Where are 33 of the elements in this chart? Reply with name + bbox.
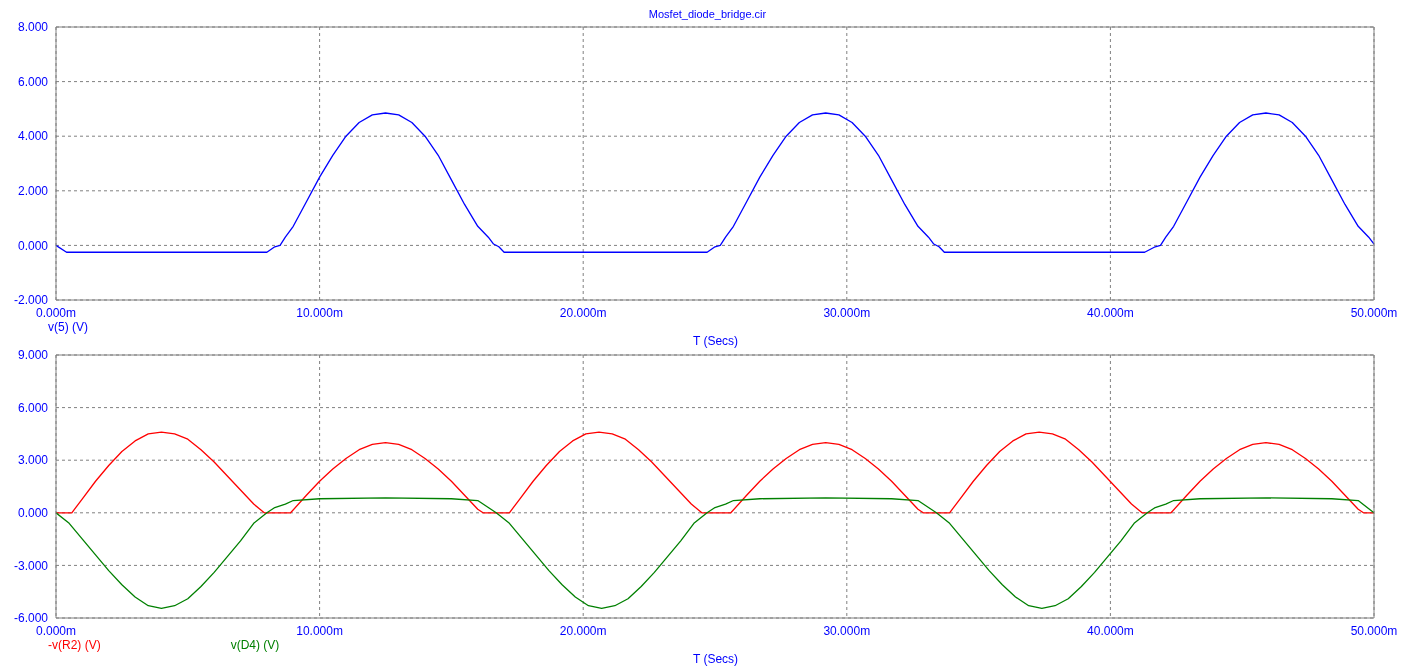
x-tick-label: 20.000m	[559, 623, 607, 638]
y-tick-label: -2.000	[13, 293, 49, 308]
x-tick-label: 0.000m	[35, 623, 77, 638]
x-axis-title: T (Secs)	[691, 652, 740, 666]
y-tick-label: 3.000	[17, 453, 49, 468]
y-tick-label: 0.000	[17, 238, 49, 253]
line-series	[56, 497, 1374, 610]
y-tick-label: 0.000	[17, 506, 49, 521]
x-tick-label: 0.000m	[35, 305, 77, 320]
y-tick-label: 8.000	[17, 20, 49, 35]
x-tick-label: 30.000m	[823, 623, 871, 638]
line-series	[56, 431, 1374, 514]
y-tick-label: -3.000	[13, 558, 49, 573]
y-tick-label: 4.000	[17, 129, 49, 144]
x-tick-label: 30.000m	[823, 305, 871, 320]
y-tick-label: 6.000	[17, 400, 49, 415]
y-tick-label: -6.000	[13, 611, 49, 626]
text: v(5) (V)	[48, 320, 88, 334]
x-tick-label: 20.000m	[559, 305, 607, 320]
x-tick-label: 10.000m	[296, 623, 343, 638]
x-axis-title: T (Secs)	[691, 334, 740, 348]
x-tick-label: 40.000m	[1087, 305, 1134, 320]
x-tick-label: 50.000m	[1350, 305, 1398, 320]
x-tick-label: 10.000m	[296, 305, 343, 320]
text: v(D4) (V)	[230, 638, 280, 652]
y-tick-label: 6.000	[17, 74, 49, 89]
text: -v(R2) (V)	[48, 638, 101, 652]
chart-title: Mosfet_diode_bridge.cir	[647, 8, 768, 20]
y-tick-label: 9.000	[17, 348, 49, 363]
x-tick-label: 40.000m	[1087, 623, 1134, 638]
line-series	[56, 112, 1374, 253]
x-tick-label: 50.000m	[1350, 623, 1398, 638]
y-tick-label: 2.000	[17, 184, 49, 199]
